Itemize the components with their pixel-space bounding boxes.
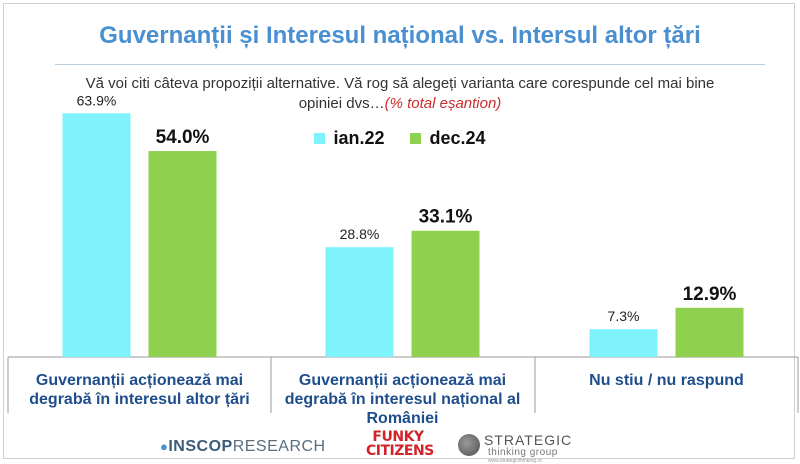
bar-dec.24-2 bbox=[675, 307, 744, 357]
legend-label-dec24: dec.24 bbox=[429, 128, 486, 148]
inscop-logo-prefix: INSCOP bbox=[168, 438, 233, 455]
category-label-0-0: Guvernanții acționează mai bbox=[36, 372, 243, 389]
data-label-dec.24-0: 54.0% bbox=[156, 127, 210, 148]
legend-swatch-dec24 bbox=[410, 133, 422, 144]
bar-ian.22-0 bbox=[62, 113, 131, 357]
inscop-logo-suffix: RESEARCH bbox=[232, 438, 326, 455]
data-label-dec.24-2: 12.9% bbox=[683, 284, 737, 305]
subtitle-note: (% total eșantion) bbox=[384, 95, 502, 112]
funky-citizens-logo: FUNKY CITIZENS bbox=[366, 429, 434, 459]
data-label-ian.22-0: 63.9% bbox=[77, 92, 117, 108]
strategic-logo-line-1: STRATEGIC bbox=[484, 432, 573, 448]
strategic-logo-line-2: thinking group bbox=[488, 447, 558, 458]
chart-subtitle: Vă voi citi câteva propoziții alternativ… bbox=[20, 74, 780, 114]
bar-dec.24-0 bbox=[148, 151, 217, 357]
category-label-0-1: degrabă în interesul altor țări bbox=[29, 391, 250, 408]
category-label-1-1: degrabă în interesul național al bbox=[285, 391, 521, 408]
funky-logo-line-2: CITIZENS bbox=[366, 443, 434, 459]
legend-swatch-ian22 bbox=[314, 133, 326, 144]
data-label-ian.22-1: 28.8% bbox=[340, 226, 380, 242]
subtitle-line-2: opiniei dvs… bbox=[298, 95, 385, 112]
legend-item-dec24: dec.24 bbox=[410, 128, 486, 149]
strategic-globe-icon bbox=[458, 434, 480, 456]
legend-item-ian22: ian.22 bbox=[314, 128, 384, 149]
subtitle-line-1: Vă voi citi câteva propoziții alternativ… bbox=[85, 75, 715, 92]
inscop-logo: ●INSCOPRESEARCH bbox=[160, 438, 326, 456]
category-label-1-2: României bbox=[366, 410, 438, 427]
bar-ian.22-1 bbox=[325, 247, 394, 357]
inscop-mark-icon: ● bbox=[160, 439, 169, 454]
chart-legend: ian.22 dec.24 bbox=[0, 128, 800, 149]
bar-dec.24-1 bbox=[411, 230, 480, 357]
title-divider bbox=[55, 64, 765, 65]
bar-ian.22-2 bbox=[589, 329, 658, 357]
slide-frame bbox=[3, 3, 795, 459]
category-label-1-0: Guvernanții acționează mai bbox=[299, 372, 506, 389]
funky-logo-line-1: FUNKY bbox=[372, 429, 424, 445]
strategic-logo-line-3: www.strategicthinking.ro bbox=[488, 458, 542, 464]
chart-title: Guvernanții și Interesul național vs. In… bbox=[99, 22, 701, 49]
footer-logos: ●INSCOPRESEARCH FUNKY CITIZENS STRATEGIC… bbox=[0, 428, 800, 464]
data-label-ian.22-2: 7.3% bbox=[608, 308, 640, 324]
legend-label-ian22: ian.22 bbox=[333, 128, 385, 148]
category-label-2-0: Nu stiu / nu raspund bbox=[589, 372, 744, 389]
strategic-thinking-logo: STRATEGIC thinking group www.strategicth… bbox=[458, 432, 588, 464]
data-label-dec.24-1: 33.1% bbox=[419, 207, 473, 228]
